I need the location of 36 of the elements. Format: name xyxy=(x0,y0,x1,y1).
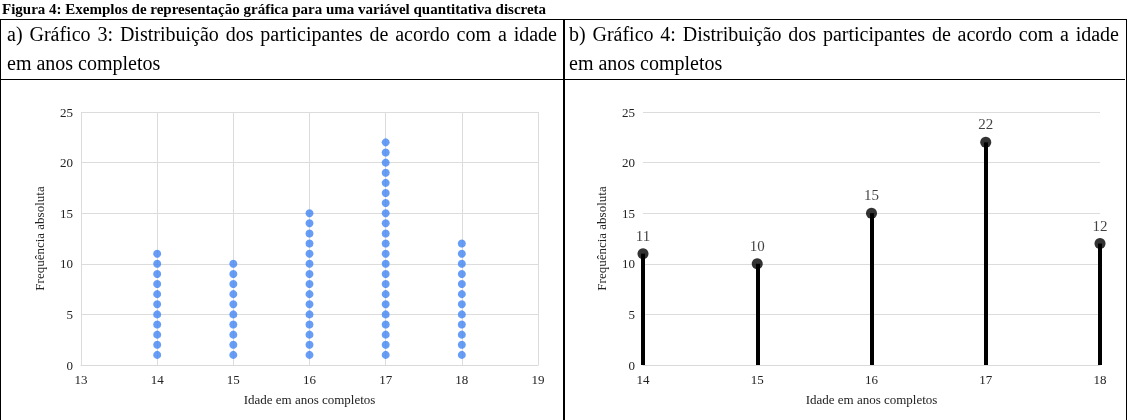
x-tick-label: 16 xyxy=(865,372,879,387)
y-tick-label: 5 xyxy=(628,306,635,322)
x-tick-label: 19 xyxy=(531,372,545,387)
y-tick-label: 20 xyxy=(60,155,73,171)
y-tick-label: 0 xyxy=(66,357,73,373)
y-tick-label: 15 xyxy=(622,205,635,221)
y-axis-title: Frequência absoluta xyxy=(594,186,609,291)
x-tick-label: 13 xyxy=(74,372,88,387)
y-tick-label: 10 xyxy=(622,256,635,272)
x-tick-label: 15 xyxy=(226,372,240,387)
data-label: 15 xyxy=(864,187,879,204)
x-tick-label: 16 xyxy=(303,372,317,387)
x-tick-label: 17 xyxy=(379,372,393,387)
data-label: 22 xyxy=(978,116,994,133)
y-tick-label: 15 xyxy=(60,205,73,221)
y-tick-label: 20 xyxy=(622,155,635,171)
y-tick-label: 5 xyxy=(66,306,73,322)
x-tick-label: 17 xyxy=(979,372,993,387)
y-tick-label: 10 xyxy=(60,256,73,272)
x-tick-label: 14 xyxy=(636,372,650,387)
data-label: 11 xyxy=(635,227,651,244)
y-tick-label: 25 xyxy=(60,104,73,120)
y-tick-label: 0 xyxy=(628,357,635,373)
x-axis-title: Idade em anos completos xyxy=(243,392,376,407)
chart-title: a) Gráfico 3: Distribuição dos participantes de acordo com a idade em anos completos xyxy=(1,20,563,80)
x-tick-label: 18 xyxy=(455,372,469,387)
data-label: 12 xyxy=(1092,217,1108,234)
x-tick-label: 14 xyxy=(150,372,165,387)
x-axis-title: Idade em anos completos xyxy=(805,392,938,407)
text: Figura 4: Exemplos de representação gráfica para uma variável quantitativa discreta xyxy=(2,0,547,18)
y-axis-title: Frequência absoluta xyxy=(32,186,47,291)
chart-title: b) Gráfico 4: Distribuição dos participantes de acordo com a idade em anos completos xyxy=(563,20,1125,80)
x-tick-label: 18 xyxy=(1093,372,1107,387)
x-tick-label: 15 xyxy=(750,372,764,387)
data-label: 10 xyxy=(749,237,765,254)
y-tick-label: 25 xyxy=(622,104,635,120)
